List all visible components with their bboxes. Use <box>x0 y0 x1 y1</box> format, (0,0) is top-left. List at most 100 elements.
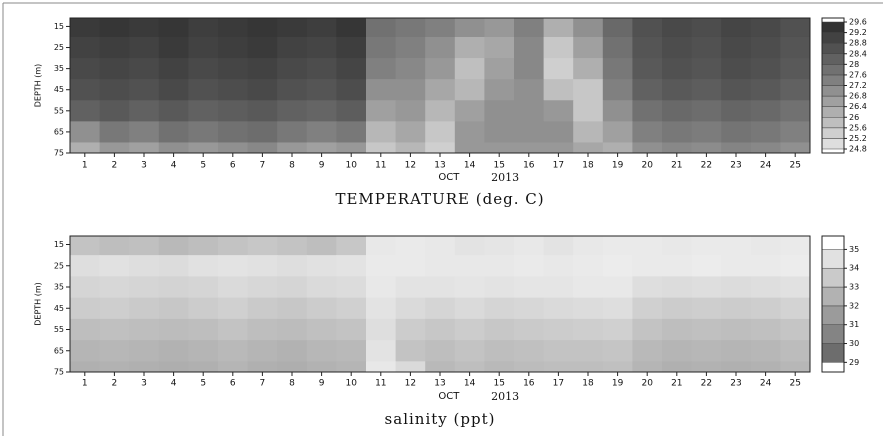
x-tick-label: 17 <box>553 161 564 171</box>
heat-cell <box>425 36 456 59</box>
heat-cell <box>366 36 397 59</box>
heat-cell <box>366 58 397 80</box>
heat-cell <box>129 318 160 341</box>
heat-cell <box>70 361 101 373</box>
heat-cell <box>218 340 249 362</box>
heat-cell <box>247 318 278 341</box>
heat-cell <box>543 36 574 59</box>
heat-cell <box>247 236 278 256</box>
heat-cell <box>602 276 633 299</box>
heat-cell <box>662 79 693 101</box>
colorbar-band <box>821 95 845 107</box>
heat-cell <box>543 276 574 299</box>
heat-cell <box>632 297 663 320</box>
heat-cell <box>691 361 722 373</box>
heat-cell <box>425 276 456 299</box>
heat-cell <box>543 340 574 362</box>
y-tick-label: 65 <box>54 127 64 136</box>
heat-cell <box>780 79 811 101</box>
heat-cell <box>277 36 308 59</box>
heat-cell <box>454 79 485 101</box>
colorbar-tick-label: 30 <box>849 339 859 348</box>
heat-cell <box>691 121 722 143</box>
heat-cell <box>602 58 633 80</box>
x-tick-label: 24 <box>760 379 772 389</box>
heat-cell <box>484 36 515 59</box>
heat-cell <box>129 100 160 122</box>
heat-cell <box>632 79 663 101</box>
heat-cell <box>425 361 456 373</box>
heat-cell <box>366 142 397 154</box>
colorbar-band <box>821 32 845 44</box>
heat-cell <box>750 142 781 154</box>
heat-cell <box>306 142 337 154</box>
heat-cell <box>780 340 811 362</box>
heat-cell <box>218 58 249 80</box>
y-tick-label: 25 <box>54 261 64 270</box>
heat-cell <box>750 58 781 80</box>
heat-cell <box>573 36 604 59</box>
heat-cell <box>780 318 811 341</box>
colorbar-band <box>821 305 845 325</box>
heat-cell <box>336 100 367 122</box>
heat-cell <box>514 100 545 122</box>
x-tick-label: 2 <box>112 161 118 171</box>
heat-cell <box>395 100 426 122</box>
colorbar-tick-label: 29 <box>849 358 859 367</box>
heat-cell <box>514 255 545 277</box>
heat-cell <box>425 340 456 362</box>
heat-cell <box>336 318 367 341</box>
colorbar-band <box>821 138 845 150</box>
heat-cell <box>188 58 219 80</box>
heat-cell <box>543 79 574 101</box>
heat-cell <box>306 255 337 277</box>
heat-cell <box>484 79 515 101</box>
heat-cell <box>425 142 456 154</box>
heat-cell <box>247 255 278 277</box>
y-tick-label: 35 <box>54 283 64 292</box>
heat-cell <box>247 142 278 154</box>
heat-cell <box>484 361 515 373</box>
heat-cell <box>129 340 160 362</box>
heat-cell <box>632 236 663 256</box>
heat-cell <box>632 36 663 59</box>
x-tick-label: 14 <box>464 379 476 389</box>
y-tick-label: 25 <box>54 43 64 52</box>
heat-cell <box>691 79 722 101</box>
heat-cell <box>277 276 308 299</box>
x-tick-label: 11 <box>375 161 386 171</box>
heat-cell <box>691 58 722 80</box>
heat-cell <box>188 236 219 256</box>
heat-cell <box>366 236 397 256</box>
heat-cell <box>158 142 189 154</box>
x-tick-label: 7 <box>260 161 266 171</box>
heat-cell <box>158 255 189 277</box>
heat-cell <box>70 100 101 122</box>
x-tick-label: 4 <box>171 379 177 389</box>
heat-cell <box>188 100 219 122</box>
heat-cell <box>395 58 426 80</box>
heat-cell <box>99 121 130 143</box>
heat-cell <box>247 276 278 299</box>
heat-cell <box>99 58 130 80</box>
heat-cell <box>632 100 663 122</box>
heat-cell <box>277 121 308 143</box>
heat-cell <box>484 318 515 341</box>
x-tick-label: 13 <box>434 161 445 171</box>
heat-cell <box>218 18 249 38</box>
heat-cell <box>454 142 485 154</box>
heat-cell <box>366 297 397 320</box>
heat-cell <box>158 18 189 38</box>
heat-cell <box>780 100 811 122</box>
heat-cell <box>602 236 633 256</box>
heat-cell <box>484 100 515 122</box>
heat-cell <box>573 18 604 38</box>
colorbar-tick-label: 24.8 <box>849 145 867 154</box>
heat-cell <box>99 236 130 256</box>
heat-cell <box>247 58 278 80</box>
colorbar-band <box>821 267 845 288</box>
heat-cell <box>691 340 722 362</box>
heat-cell <box>721 79 752 101</box>
x-tick-label: 9 <box>319 161 325 171</box>
